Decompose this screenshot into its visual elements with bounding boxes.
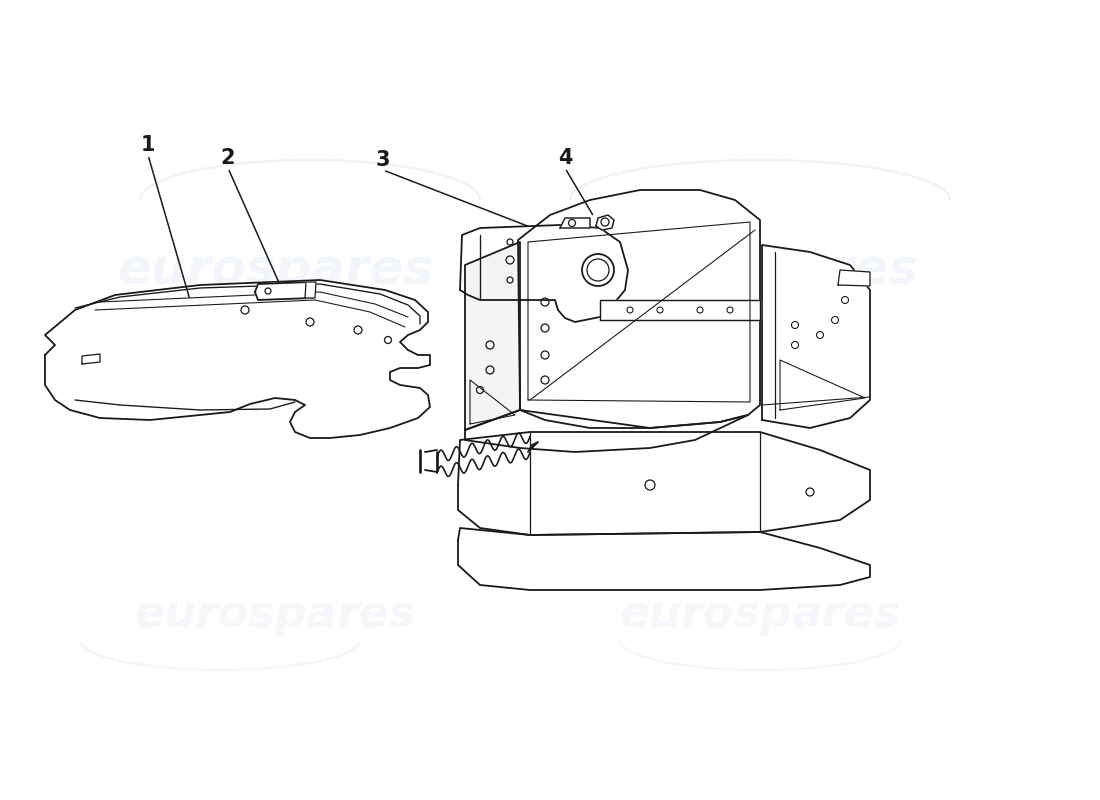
Polygon shape bbox=[600, 300, 760, 320]
Text: 3: 3 bbox=[376, 150, 390, 170]
Polygon shape bbox=[45, 280, 430, 438]
Text: 1: 1 bbox=[141, 135, 155, 155]
Text: eurospares: eurospares bbox=[619, 594, 901, 637]
Polygon shape bbox=[255, 282, 315, 300]
Polygon shape bbox=[458, 528, 870, 590]
Text: 4: 4 bbox=[558, 148, 572, 168]
Text: eurospares: eurospares bbox=[117, 246, 433, 294]
Text: eurospares: eurospares bbox=[602, 246, 918, 294]
Polygon shape bbox=[305, 282, 316, 298]
Polygon shape bbox=[460, 225, 628, 322]
Polygon shape bbox=[82, 354, 100, 364]
Polygon shape bbox=[838, 270, 870, 286]
Polygon shape bbox=[762, 245, 870, 428]
Polygon shape bbox=[518, 190, 760, 428]
Text: 2: 2 bbox=[221, 148, 235, 168]
Text: eurospares: eurospares bbox=[134, 594, 416, 637]
Polygon shape bbox=[458, 432, 870, 535]
Polygon shape bbox=[465, 242, 520, 430]
Polygon shape bbox=[560, 218, 590, 228]
Polygon shape bbox=[465, 410, 748, 452]
Polygon shape bbox=[596, 215, 614, 230]
